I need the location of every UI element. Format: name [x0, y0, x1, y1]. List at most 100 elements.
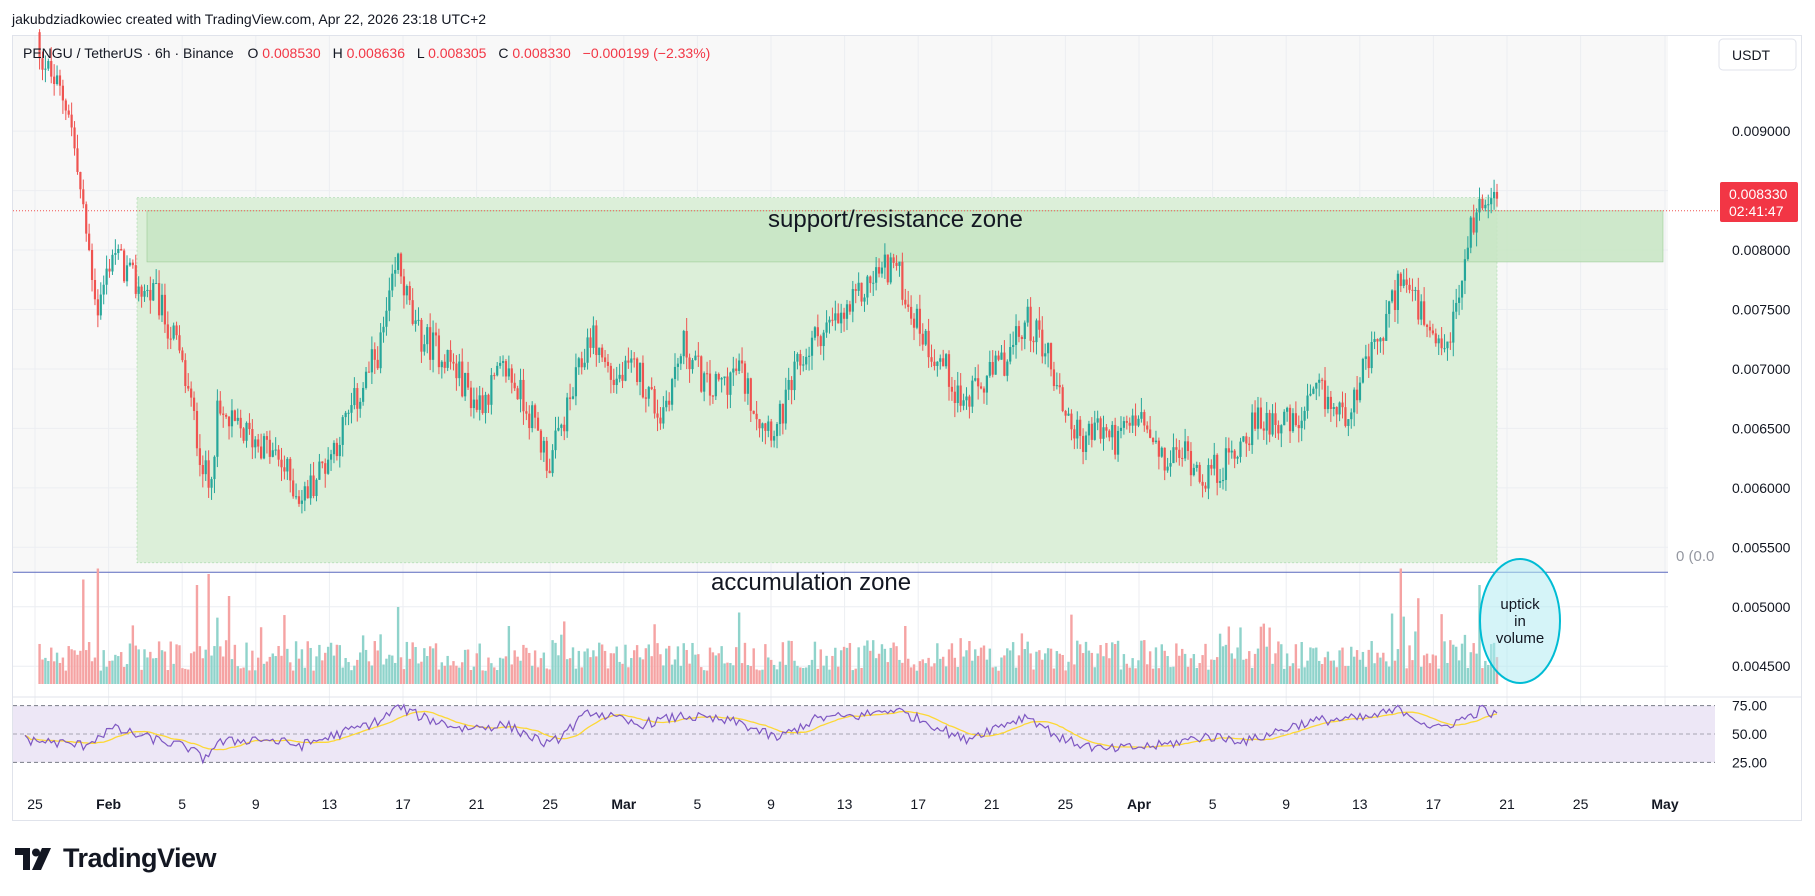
volume-bar [137, 649, 140, 684]
candle-body [1087, 423, 1091, 436]
volume-bar [694, 654, 697, 684]
volume-bar [1221, 646, 1225, 684]
candle-body [245, 422, 248, 441]
volume-bar [924, 663, 927, 684]
candle-body [933, 361, 936, 366]
volume-bar [968, 641, 971, 684]
candle-body [1128, 422, 1131, 426]
tradingview-logo[interactable]: TradingView [15, 843, 217, 874]
rsi-pane [13, 703, 1715, 765]
volume-bar [717, 653, 720, 684]
volume-bar [47, 661, 50, 684]
volume-bar [1000, 657, 1003, 684]
candle-body [1253, 412, 1257, 429]
volume-bar [1457, 660, 1461, 684]
volume-bar [1140, 640, 1143, 684]
candle-body [1315, 382, 1318, 389]
candle-body [423, 344, 426, 352]
volume-bar [1417, 598, 1420, 684]
volume-bar [1341, 647, 1344, 684]
volume-bar [1414, 631, 1417, 684]
candle-body [697, 355, 700, 357]
volume-bar [633, 650, 636, 684]
volume-bar [647, 644, 650, 684]
rsi-scale[interactable]: 75.00 50.00 25.00 [1732, 698, 1767, 771]
currency-button[interactable]: USDT [1732, 47, 1771, 63]
volume-bar [1227, 626, 1231, 684]
volume-bar [128, 643, 132, 684]
volume-bar [1399, 568, 1403, 684]
volume-bar [1172, 666, 1175, 684]
candle-body [73, 127, 76, 149]
candle-body [1338, 402, 1341, 415]
time-scale[interactable]: 25 Feb 5 9 13 17 21 25 Mar 5 9 13 17 21 25 Apr 5 9 13 17 21 2… [27, 796, 1679, 812]
candle-body [201, 464, 204, 475]
candle-body [105, 268, 108, 285]
candle-body [184, 360, 187, 387]
volume-bar [475, 653, 479, 684]
volume-bar [1326, 651, 1330, 684]
volume-bar [166, 670, 170, 684]
candle-body [1350, 412, 1353, 420]
candle-body [70, 114, 73, 128]
volume-bar [1006, 648, 1009, 684]
volume-bar [219, 646, 222, 684]
volume-bar [239, 668, 242, 684]
volume-bar [163, 651, 167, 684]
candle-body [1466, 247, 1469, 260]
candle-body [959, 385, 962, 406]
volume-bar [44, 657, 47, 684]
volume-bar [1387, 666, 1391, 684]
candle-body [947, 354, 951, 387]
candle-body [548, 470, 551, 474]
volume-bar [1338, 650, 1341, 684]
volume-bar [1297, 668, 1300, 684]
volume-bar [478, 643, 481, 684]
volume-bar [598, 642, 601, 684]
candle-body [848, 304, 852, 312]
price-tick-label: 0.005000 [1732, 599, 1791, 615]
volume-bar [1294, 644, 1298, 684]
candle-body [580, 358, 583, 368]
volume-bar [944, 666, 948, 684]
volume-bar [414, 647, 417, 684]
candle-body [411, 300, 414, 324]
volume-bar [918, 661, 922, 684]
candle-body [988, 361, 991, 376]
volume-bar [1175, 643, 1178, 684]
volume-bar [1248, 651, 1251, 684]
candle-body [362, 387, 365, 402]
candle-body [1455, 302, 1458, 312]
candle-body [525, 411, 528, 414]
chart-credit: jakubdziadkowiec created with TradingVie… [12, 11, 487, 27]
volume-bar [1420, 666, 1423, 684]
currency-button-bg[interactable] [1718, 38, 1797, 71]
volume-bar [1046, 648, 1050, 684]
candle-body [1361, 358, 1365, 383]
candle-body [426, 327, 429, 345]
volume-bar [1484, 660, 1487, 684]
candle-body [886, 254, 889, 283]
volume-bar [297, 658, 301, 684]
price-tag-bg [1720, 182, 1798, 222]
candle-body [1262, 428, 1265, 431]
candle-body [166, 324, 169, 339]
volume-bar [592, 650, 595, 684]
candle-body [1014, 326, 1018, 345]
candle-body [531, 405, 534, 429]
volume-bar [90, 661, 94, 684]
volume-note-line-3: volume [1496, 630, 1544, 647]
candle-body [1239, 441, 1242, 457]
volume-bar [423, 648, 426, 684]
volume-bar [1347, 665, 1350, 684]
candle-body [1000, 352, 1003, 360]
volume-bar [764, 644, 767, 684]
candle-body [688, 357, 691, 370]
candle-body [621, 374, 624, 381]
candle-body [904, 299, 907, 305]
volume-bar [55, 652, 59, 684]
candle-body [802, 364, 805, 366]
volume-bar [1265, 646, 1268, 684]
candle-body [557, 427, 560, 431]
